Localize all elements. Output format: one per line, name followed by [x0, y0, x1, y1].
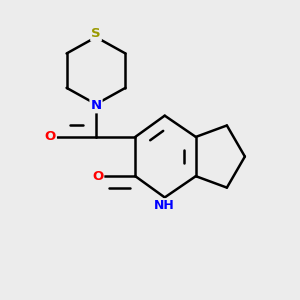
Text: O: O [45, 130, 56, 143]
Text: N: N [91, 99, 102, 112]
Text: NH: NH [154, 199, 175, 212]
Text: O: O [92, 170, 103, 183]
Text: S: S [91, 27, 101, 40]
